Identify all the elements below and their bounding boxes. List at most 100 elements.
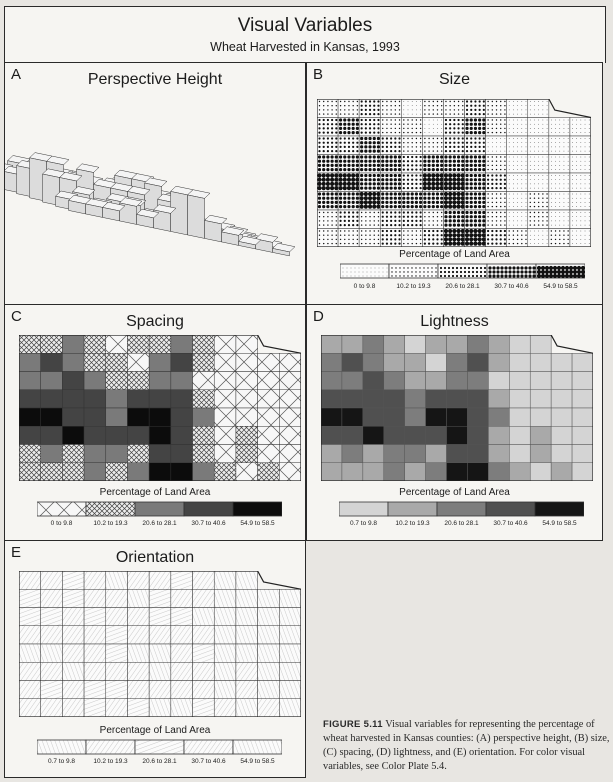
size-dot	[443, 228, 449, 234]
county	[321, 462, 343, 481]
size-dot	[517, 113, 518, 115]
county	[170, 680, 193, 699]
size-dot	[567, 193, 569, 195]
size-dot	[487, 150, 489, 152]
size-dot	[407, 234, 409, 236]
legend-dot	[447, 274, 451, 278]
size-dot	[423, 159, 427, 163]
county	[383, 444, 405, 463]
size-dot	[431, 192, 435, 196]
county	[488, 444, 510, 463]
size-dot	[517, 202, 518, 203]
county	[127, 407, 150, 427]
county	[127, 589, 150, 608]
size-dot	[411, 150, 413, 152]
size-dot	[555, 156, 556, 158]
size-dot	[521, 238, 523, 241]
size-dot	[487, 113, 489, 115]
size-dot	[406, 174, 410, 177]
legend-dot	[520, 270, 524, 274]
size-dot	[326, 159, 330, 163]
size-dot	[500, 216, 502, 218]
size-dot	[364, 113, 367, 116]
size-dot	[491, 119, 494, 121]
size-dot	[478, 168, 482, 172]
county	[257, 625, 280, 645]
county	[362, 462, 385, 481]
size-dot	[360, 155, 364, 159]
size-dot	[373, 118, 376, 122]
size-dot	[580, 175, 582, 176]
county	[467, 426, 489, 445]
size-dot	[572, 160, 573, 162]
county	[213, 335, 237, 354]
size-dot	[456, 177, 461, 182]
size-dot	[419, 211, 422, 214]
size-dot	[584, 156, 586, 158]
size-dot	[449, 123, 452, 126]
size-dot	[513, 160, 514, 162]
size-dot	[338, 131, 343, 135]
legend-dot	[492, 270, 496, 274]
size-dot	[500, 201, 502, 204]
size-dot	[348, 242, 350, 245]
size-dot	[529, 160, 531, 162]
size-dot	[403, 131, 405, 134]
size-dot	[339, 145, 342, 148]
size-dot	[559, 165, 561, 166]
size-dot	[525, 101, 527, 102]
size-dot	[402, 196, 406, 200]
county	[506, 135, 529, 155]
size-dot	[491, 160, 494, 162]
size-dot	[517, 224, 518, 226]
county	[257, 607, 280, 626]
size-dot	[550, 202, 552, 203]
size-dot	[448, 196, 453, 201]
size-dot	[352, 100, 354, 103]
size-dot	[559, 193, 561, 195]
size-dot	[538, 175, 540, 176]
size-dot	[478, 223, 482, 227]
size-dot	[347, 215, 351, 218]
size-dot	[563, 165, 565, 166]
size-dot	[517, 197, 518, 199]
size-dot	[449, 109, 451, 111]
county	[192, 407, 215, 427]
county	[321, 444, 343, 463]
size-dot	[529, 216, 531, 218]
size-dot	[495, 238, 498, 241]
size-dot	[449, 127, 452, 130]
legend-dot	[524, 270, 528, 274]
size-dot	[411, 230, 413, 232]
lightness-legend	[339, 501, 584, 517]
size-dot	[360, 220, 363, 222]
size-dot	[318, 216, 321, 218]
size-dot	[576, 243, 577, 244]
size-dot	[567, 234, 569, 236]
size-dot	[372, 196, 377, 201]
size-dot	[414, 192, 419, 196]
size-dot	[559, 119, 561, 121]
size-dot	[318, 127, 321, 130]
county	[170, 353, 193, 372]
prism-front	[204, 220, 222, 243]
size-dot	[457, 131, 460, 134]
size-dot	[317, 192, 322, 196]
size-dot	[347, 219, 351, 222]
size-dot	[322, 159, 326, 163]
legend-dot	[358, 267, 360, 269]
size-dot	[327, 242, 329, 245]
county	[213, 643, 237, 663]
county	[105, 698, 128, 717]
size-dot	[326, 141, 329, 144]
size-dot	[385, 186, 389, 190]
county	[83, 607, 107, 626]
size-dot	[343, 150, 346, 153]
size-dot	[525, 169, 527, 170]
size-dot	[411, 119, 413, 121]
legend-title: Percentage of Land Area	[99, 487, 211, 498]
size-dot	[427, 242, 431, 245]
legend-dot	[435, 271, 437, 273]
size-dot	[351, 192, 355, 196]
legend-dot	[496, 270, 500, 274]
